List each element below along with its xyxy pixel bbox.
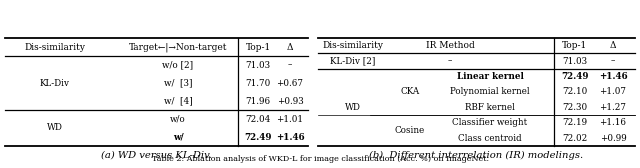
Text: Dis-similarity: Dis-similarity [323,41,383,50]
Text: WD: WD [345,103,361,112]
Text: KL-Div: KL-Div [40,78,70,88]
Text: RBF kernel: RBF kernel [465,103,515,112]
Text: CKA: CKA [401,88,420,96]
Text: 72.10: 72.10 [563,88,588,96]
Text: Classifier weight: Classifier weight [452,118,527,127]
Text: IR Method: IR Method [426,41,474,50]
Text: 72.19: 72.19 [563,118,588,127]
Text: Dis-similarity: Dis-similarity [24,43,86,52]
Text: +1.46: +1.46 [276,133,304,141]
Text: 71.96: 71.96 [245,96,271,106]
Text: Δ: Δ [610,41,616,50]
Text: 71.03: 71.03 [245,60,271,70]
Text: 72.49: 72.49 [561,72,589,81]
Text: +1.07: +1.07 [600,88,627,96]
Text: –: – [448,57,452,66]
Text: –: – [288,60,292,70]
Text: Class centroid: Class centroid [458,134,522,143]
Text: Cosine: Cosine [395,126,425,135]
Text: w/o: w/o [170,115,186,123]
Text: –: – [611,57,615,66]
Text: 72.30: 72.30 [563,103,588,112]
Text: 72.02: 72.02 [563,134,588,143]
Text: w/: w/ [173,133,184,141]
Text: w/  [4]: w/ [4] [164,96,193,106]
Text: +1.16: +1.16 [600,118,627,127]
Text: WD: WD [47,123,63,133]
Text: Table 2: Ablation analysis of WKD-L for image classification (Acc. %) on ImageNe: Table 2: Ablation analysis of WKD-L for … [152,155,488,163]
Text: Top-1: Top-1 [563,41,588,50]
Text: 71.70: 71.70 [245,78,271,88]
Text: 71.03: 71.03 [563,57,588,66]
Text: w/  [3]: w/ [3] [164,78,192,88]
Text: w/o [2]: w/o [2] [163,60,193,70]
Text: 72.04: 72.04 [245,115,271,123]
Text: +0.99: +0.99 [600,134,627,143]
Text: 72.49: 72.49 [244,133,272,141]
Text: +0.67: +0.67 [276,78,303,88]
Text: Δ: Δ [287,43,293,52]
Text: Target←|→Non-target: Target←|→Non-target [129,42,227,52]
Text: +1.46: +1.46 [598,72,627,81]
Text: +1.27: +1.27 [600,103,627,112]
Text: KL-Div [2]: KL-Div [2] [330,57,376,66]
Text: +0.93: +0.93 [276,96,303,106]
Text: Top-1: Top-1 [245,43,271,52]
Text: +1.01: +1.01 [276,115,303,123]
Text: Polynomial kernel: Polynomial kernel [450,88,530,96]
Text: (a) WD versus KL-Div.: (a) WD versus KL-Div. [101,151,212,159]
Text: (b)  Different interrelation (IR) modelings.: (b) Different interrelation (IR) modelin… [369,150,584,160]
Text: Linear kernel: Linear kernel [456,72,524,81]
